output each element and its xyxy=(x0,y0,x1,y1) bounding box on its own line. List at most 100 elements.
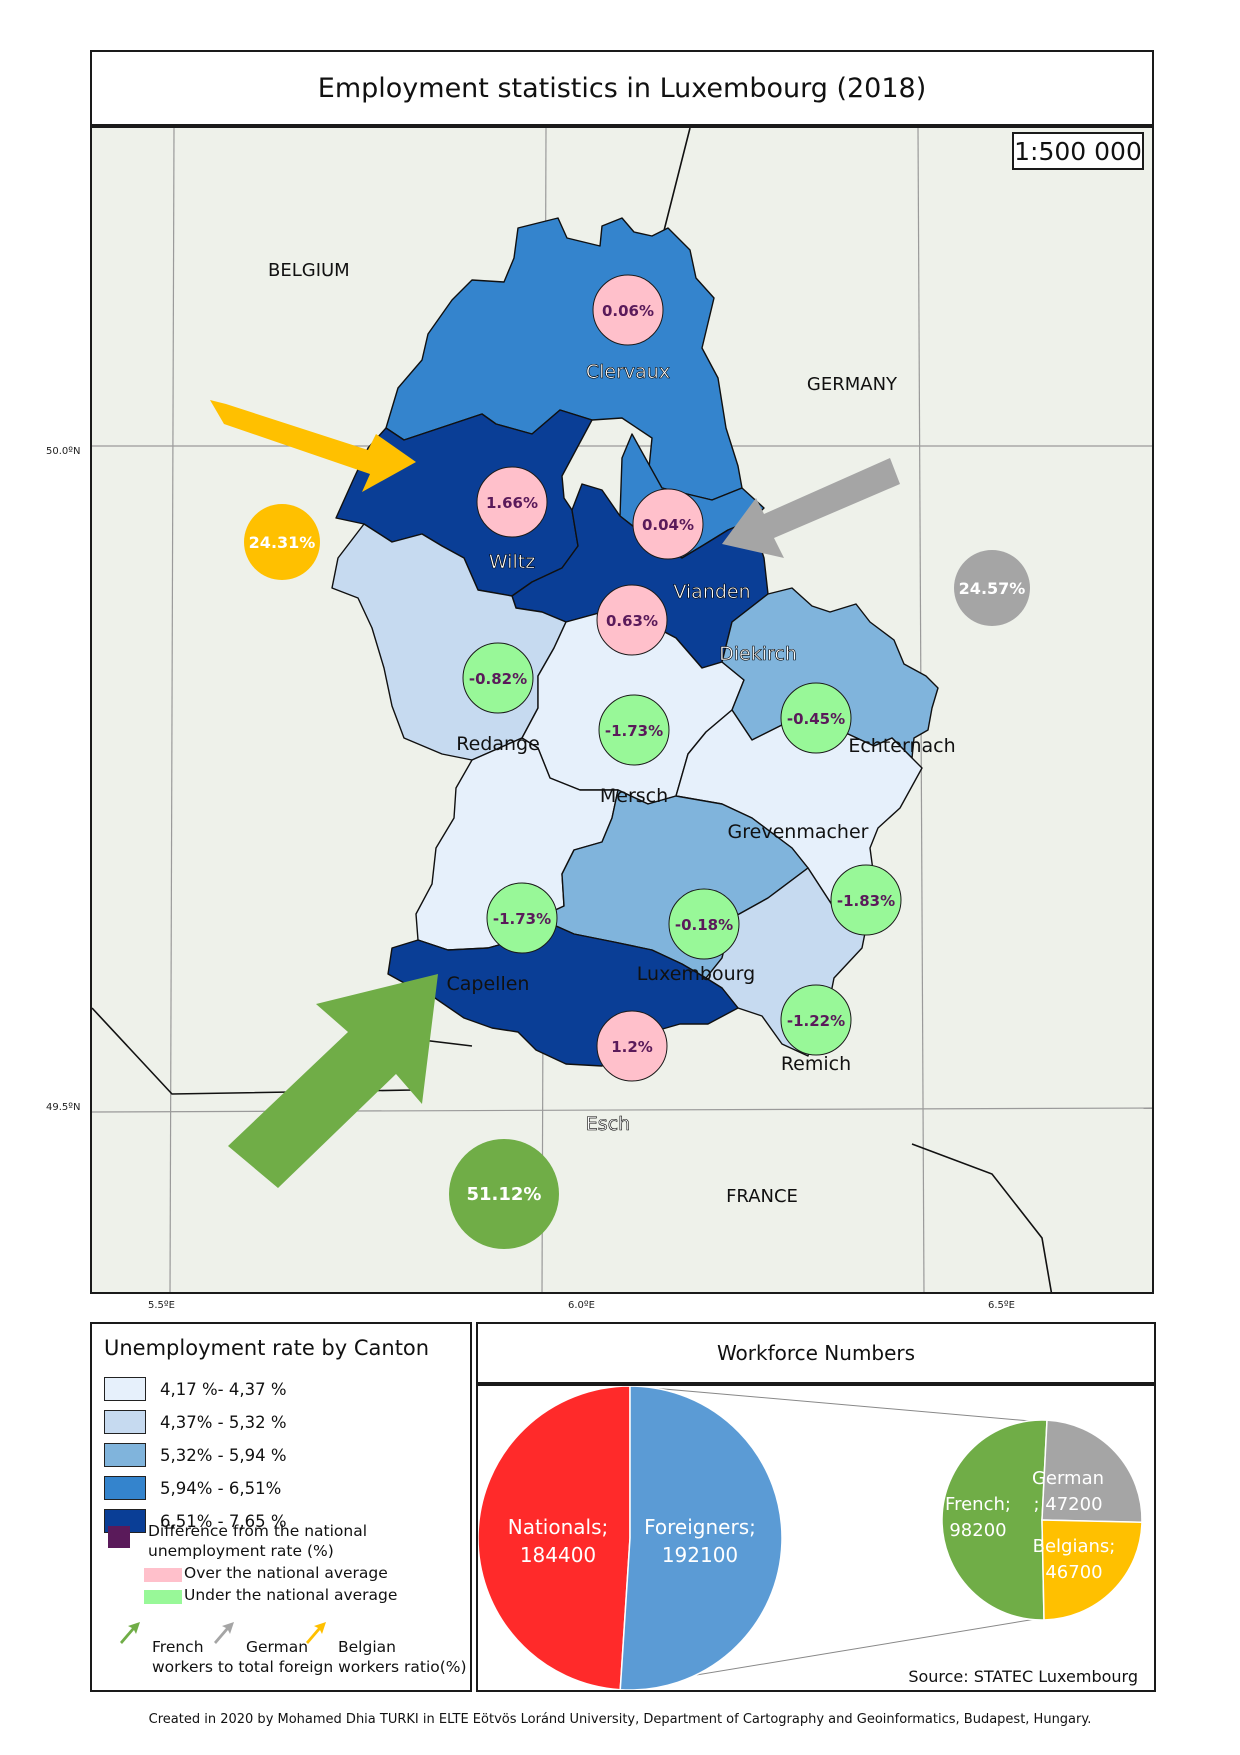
canton-name-mersch: Mersch xyxy=(600,785,668,807)
foreign-pie-slice-french xyxy=(941,1419,1048,1621)
workforce-title: Workforce Numbers xyxy=(716,1341,916,1365)
canton-name-clervaux: Clervaux xyxy=(586,361,670,383)
foreign-pie-label-belgians: Belgians; xyxy=(1033,1536,1116,1557)
diff-circle-clervaux xyxy=(592,274,664,346)
main-pie-slice-foreigners xyxy=(619,1386,783,1690)
canton-name-esch: Esch xyxy=(586,1113,630,1135)
legend-diff-label-1: Difference from the national xyxy=(148,1522,368,1540)
legend-class-swatch xyxy=(104,1476,146,1500)
legend-class-2: 4,37% - 5,32 % xyxy=(104,1409,287,1435)
legend-title: Unemployment rate by Canton xyxy=(104,1336,430,1360)
main-pie-label-1: Foreigners; xyxy=(644,1515,756,1539)
canton-name-diekirch: Diekirch xyxy=(719,643,797,665)
diff-label-grevenmacher: -1.83% xyxy=(837,892,895,910)
legend-over-swatch xyxy=(144,1568,182,1582)
legend-under-swatch xyxy=(144,1590,182,1604)
german-arrow xyxy=(722,458,900,558)
diff-circle-esch xyxy=(596,1010,668,1082)
legend-class-swatch xyxy=(104,1443,146,1467)
diff-circle-grevenmacher xyxy=(830,864,902,936)
diff-label-redange: -0.82% xyxy=(469,670,527,688)
map-svg: 0.06% Clervaux 1.66% Wiltz 0.04% Vianden 0.63%… xyxy=(92,128,1152,1292)
legend-arrow-belgian-icon xyxy=(306,1622,326,1644)
workforce-title-box: Workforce Numbers xyxy=(476,1322,1156,1384)
lat-label-49-5: 49.5ºN xyxy=(46,1102,81,1113)
diff-label-vianden: 0.04% xyxy=(642,516,694,534)
diff-label-mersch: -1.73% xyxy=(605,722,663,740)
pie-connector-top xyxy=(629,1386,1043,1423)
canton-name-remich: Remich xyxy=(781,1053,851,1075)
diff-circle-vianden xyxy=(632,488,704,560)
diff-label-remich: -1.22% xyxy=(787,1012,845,1030)
lon-label-6-0: 6.0ºE xyxy=(568,1300,595,1311)
foreign-pie-label-french: French; xyxy=(945,1494,1011,1515)
legend-arrow-french-label: French xyxy=(152,1638,204,1656)
legend-under-label: Under the national average xyxy=(184,1586,398,1604)
canton-name-redange: Redange xyxy=(456,733,540,755)
legend-class-4: 5,94% - 6,51% xyxy=(104,1475,281,1501)
legend-diff-swatch xyxy=(108,1526,130,1548)
country-label-belgium: BELGIUM xyxy=(268,260,350,281)
workforce-pies: Nationals; 184400 Foreigners; 192100 French;… xyxy=(478,1386,1143,1690)
credit-line: Created in 2020 by Mohamed Dhia TURKI in… xyxy=(148,1712,1092,1727)
legend-class-swatch xyxy=(104,1410,146,1434)
foreign-pie-slice-belgians xyxy=(1041,1519,1143,1621)
legend-class-label: 4,37% - 5,32 % xyxy=(160,1412,287,1432)
border-germany-france xyxy=(911,1143,1053,1292)
canton-name-echternach: Echternach xyxy=(848,735,955,757)
ratio-label-french: 51.12% xyxy=(467,1184,542,1205)
canton-name-vianden: Vianden xyxy=(673,581,750,603)
legend-arrow-german-label: German xyxy=(246,1638,309,1656)
diff-circle-mersch xyxy=(598,694,670,766)
meridian-5-5 xyxy=(169,128,175,1292)
map-title: Employment statistics in Luxembourg (201… xyxy=(317,72,927,104)
legend-class-swatch xyxy=(104,1377,146,1401)
legend-over-label: Over the national average xyxy=(184,1564,388,1582)
pie-connector-bottom xyxy=(629,1617,1043,1687)
foreign-pie-value-french: 98200 xyxy=(949,1520,1006,1541)
canton-name-capellen: Capellen xyxy=(447,973,530,995)
map-title-box: Employment statistics in Luxembourg (201… xyxy=(90,50,1154,126)
diff-circle-redange xyxy=(462,642,534,714)
scale-indicator: 1:500 000 xyxy=(1012,132,1144,170)
lon-label-6-5: 6.5ºE xyxy=(988,1300,1015,1311)
lon-label-5-5: 5.5ºE xyxy=(148,1300,175,1311)
belgian-arrow xyxy=(210,400,416,492)
ratio-label-german: 24.57% xyxy=(959,579,1026,598)
foreign-pie-value-belgians: 46700 xyxy=(1045,1562,1102,1583)
legend-class-label: 4,17 %- 4,37 % xyxy=(160,1379,287,1399)
legend-diff-label-2: unemployment rate (%) xyxy=(148,1542,334,1560)
parallel-49-5 xyxy=(92,1107,1152,1113)
main-pie-value-0: 184400 xyxy=(520,1543,596,1567)
canton-name-luxembourg: Luxembourg xyxy=(637,963,755,985)
ratio-marks: 24.31% 24.57% 51.12% xyxy=(244,504,1030,1249)
country-label-germany: GERMANY xyxy=(807,374,898,395)
lat-label-50-0: 50.0ºN xyxy=(46,446,81,457)
diff-circle-luxembourg xyxy=(668,888,740,960)
diff-label-wiltz: 1.66% xyxy=(486,494,538,512)
diff-circle-capellen xyxy=(486,882,558,954)
canton-marks: 0.06% Clervaux 1.66% Wiltz 0.04% Vianden 0.63%… xyxy=(447,274,956,1135)
ratio-circle-belgian xyxy=(244,504,320,580)
workforce-source: Source: STATEC Luxembourg xyxy=(908,1667,1138,1686)
ratio-circle-french xyxy=(449,1139,559,1249)
diff-label-clervaux: 0.06% xyxy=(602,302,654,320)
workforce-chart-box: Nationals; 184400 Foreigners; 192100 French;… xyxy=(476,1384,1156,1692)
ratio-label-belgian: 24.31% xyxy=(249,533,316,552)
legend-class-1: 4,17 %- 4,37 % xyxy=(104,1376,287,1402)
diff-label-diekirch: 0.63% xyxy=(606,612,658,630)
main-pie-slice-nationals xyxy=(478,1386,631,1690)
diff-circle-wiltz xyxy=(476,466,548,538)
diff-label-esch: 1.2% xyxy=(611,1038,653,1056)
canton-name-grevenmacher: Grevenmacher xyxy=(728,821,869,843)
legend-class-3: 5,32% - 5,94 % xyxy=(104,1442,287,1468)
diff-label-capellen: -1.73% xyxy=(493,910,551,928)
legend-class-label: 5,32% - 5,94 % xyxy=(160,1445,287,1465)
legend-arrow-german-icon xyxy=(214,1622,234,1644)
legend-class-label: 5,94% - 6,51% xyxy=(160,1478,282,1498)
country-label-france: FRANCE xyxy=(726,1186,798,1207)
main-pie-value-1: 192100 xyxy=(662,1543,738,1567)
legend-arrows xyxy=(120,1622,326,1644)
canton-name-wiltz: Wiltz xyxy=(489,551,535,573)
diff-circle-remich xyxy=(780,984,852,1056)
